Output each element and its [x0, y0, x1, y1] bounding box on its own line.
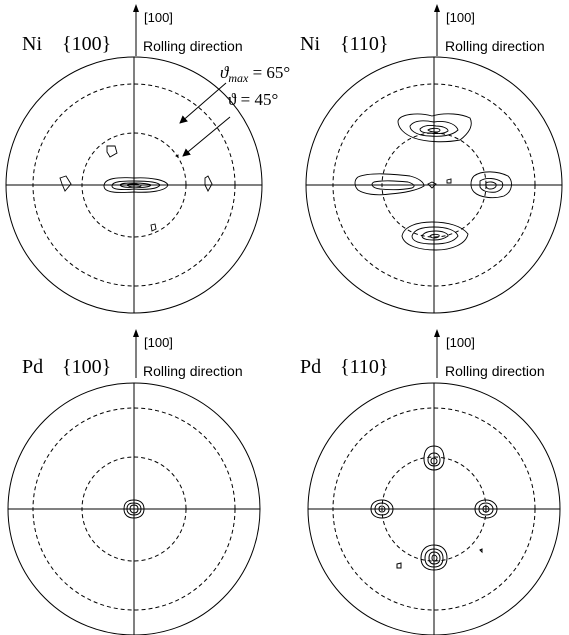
panel-material: Ni — [22, 33, 42, 55]
arrowhead-icon — [133, 329, 139, 337]
theta-max-subscript: max — [228, 71, 249, 85]
direction-label: Rolling direction — [143, 38, 243, 54]
panel-plane: {100} — [62, 33, 111, 55]
panel-plane: {100} — [62, 356, 111, 378]
panel-material: Pd — [22, 356, 43, 378]
arrowhead-icon — [434, 329, 440, 337]
contours — [354, 113, 512, 251]
direction-index: [100] — [446, 10, 475, 25]
direction-label: Rolling direction — [445, 38, 545, 54]
direction-index: [100] — [446, 335, 475, 350]
theta-max-value: = 65° — [248, 63, 290, 82]
arrowhead-icon — [434, 4, 440, 12]
theta-max-annotation: ϑmax = 65° — [220, 63, 290, 85]
contours — [59, 145, 213, 232]
direction-index: [100] — [144, 335, 173, 350]
theta-max-symbol: ϑ — [220, 63, 230, 82]
contours — [370, 445, 498, 571]
panel-pd-100: Pd {100} [100] Rolling direction — [7, 329, 261, 635]
direction-label: Rolling direction — [143, 363, 243, 379]
panel-ni-110: Ni {110} [100] Rolling direction — [300, 4, 563, 314]
panel-pd-110: Pd {110} [100] Rolling direction — [300, 329, 561, 635]
panel-plane: {110} — [340, 33, 388, 55]
direction-label: Rolling direction — [445, 363, 545, 379]
arrowhead-icon — [133, 4, 139, 12]
contours — [123, 499, 145, 519]
direction-index: [100] — [144, 10, 173, 25]
theta-annotation: ϑ = 45° — [228, 90, 278, 109]
panel-material: Ni — [300, 33, 320, 55]
panel-plane: {110} — [340, 356, 388, 378]
annotation-arrow-65 — [179, 82, 227, 124]
annotation-arrow-45 — [182, 116, 231, 157]
panel-material: Pd — [300, 356, 321, 378]
panel-ni-100: Ni {100} [100] Rolling direction ϑmax = … — [5, 4, 290, 314]
